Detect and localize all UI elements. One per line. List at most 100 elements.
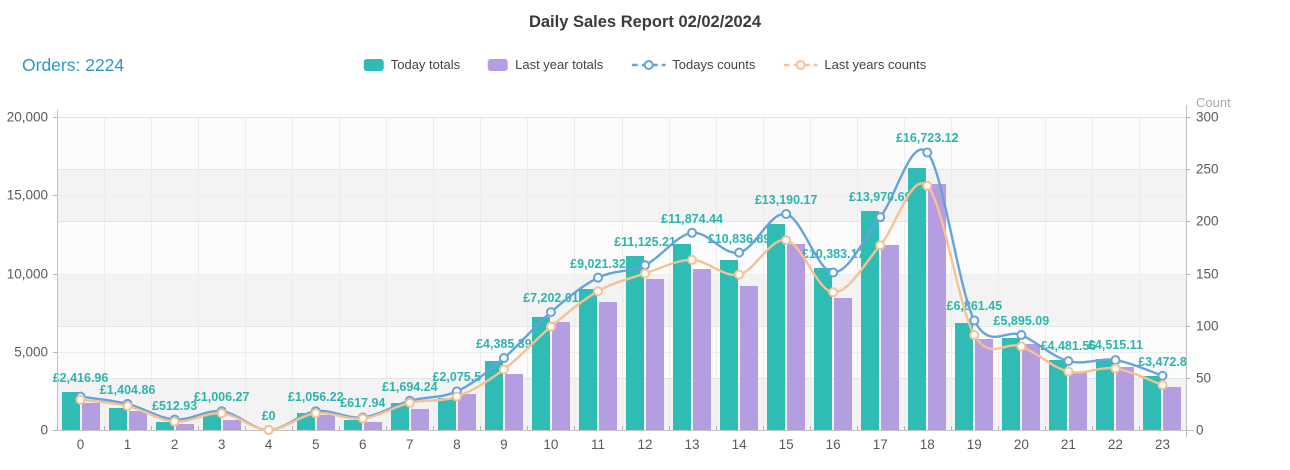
bar-last-year-totals-hour-12[interactable] [646, 278, 665, 430]
legend-line-swatch-icon [783, 59, 818, 70]
point-todays-counts-hour-11[interactable] [592, 272, 603, 283]
legend-item-todays-counts[interactable]: Todays counts [631, 57, 755, 72]
x-axis-tick [198, 426, 200, 430]
bar-value-label: £11,125.21 [614, 234, 676, 249]
bar-today-totals-hour-14[interactable] [720, 260, 739, 430]
orders-count-link[interactable]: Orders: 2224 [22, 55, 125, 75]
legend-item-last-year-totals[interactable]: Last year totals [488, 57, 603, 72]
bar-last-year-totals-hour-6[interactable] [363, 422, 382, 430]
bar-last-year-totals-hour-13[interactable] [693, 268, 712, 430]
x-axis-tick [386, 426, 388, 430]
bar-today-totals-hour-1[interactable] [108, 408, 127, 430]
legend-line-swatch-icon [631, 59, 666, 70]
left-axis-tick-label: 10,000 [6, 266, 48, 281]
bar-today-totals-hour-0[interactable] [61, 392, 80, 430]
point-last-years-counts-hour-20[interactable] [1016, 341, 1027, 352]
point-last-years-counts-hour-17[interactable] [875, 240, 886, 251]
point-last-years-counts-hour-2[interactable] [169, 416, 180, 427]
point-last-years-counts-hour-21[interactable] [1063, 366, 1074, 377]
right-axis-tick-label: 250 [1196, 161, 1219, 177]
bar-today-totals-hour-13[interactable] [673, 244, 692, 430]
bar-last-year-totals-hour-19[interactable] [975, 339, 994, 430]
x-axis-line [57, 430, 1194, 431]
bar-last-year-totals-hour-23[interactable] [1163, 386, 1182, 430]
right-axis-title: Count [1196, 95, 1231, 110]
bar-today-totals-hour-7[interactable] [390, 403, 409, 430]
point-todays-counts-hour-22[interactable] [1110, 355, 1121, 366]
bar-last-year-totals-hour-1[interactable] [128, 410, 147, 430]
bar-last-year-totals-hour-3[interactable] [222, 420, 241, 430]
point-last-years-counts-hour-13[interactable] [687, 254, 698, 265]
bar-today-totals-hour-12[interactable] [626, 255, 645, 430]
point-last-years-counts-hour-4[interactable] [263, 425, 274, 435]
point-last-years-counts-hour-15[interactable] [781, 235, 792, 246]
point-todays-counts-hour-23[interactable] [1157, 370, 1168, 381]
point-last-years-counts-hour-0[interactable] [75, 394, 86, 405]
bar-last-year-totals-hour-20[interactable] [1022, 343, 1041, 430]
point-last-years-counts-hour-6[interactable] [357, 413, 368, 424]
point-last-years-counts-hour-23[interactable] [1157, 380, 1168, 391]
bar-last-year-totals-hour-21[interactable] [1069, 372, 1088, 430]
point-last-years-counts-hour-18[interactable] [922, 180, 933, 191]
bar-last-year-totals-hour-18[interactable] [928, 184, 947, 430]
point-todays-counts-hour-20[interactable] [1016, 330, 1027, 341]
bar-last-year-totals-hour-22[interactable] [1116, 367, 1135, 430]
point-todays-counts-hour-9[interactable] [498, 353, 509, 364]
bar-today-totals-hour-19[interactable] [955, 322, 974, 430]
bar-last-year-totals-hour-16[interactable] [834, 297, 853, 430]
point-last-years-counts-hour-7[interactable] [404, 397, 415, 408]
left-y-axis-line [57, 110, 58, 430]
point-last-years-counts-hour-3[interactable] [216, 408, 227, 419]
x-axis-tick-label: 21 [1060, 437, 1076, 452]
x-axis-tick [339, 426, 341, 430]
bar-last-year-totals-hour-7[interactable] [410, 408, 429, 430]
point-todays-counts-hour-21[interactable] [1063, 356, 1074, 367]
legend-item-today-totals[interactable]: Today totals [363, 57, 460, 72]
legend-item-last-years-counts[interactable]: Last years counts [783, 57, 926, 72]
bar-today-totals-hour-10[interactable] [531, 317, 550, 430]
point-last-years-counts-hour-16[interactable] [828, 287, 839, 298]
bar-today-totals-hour-18[interactable] [908, 168, 927, 430]
point-last-years-counts-hour-11[interactable] [592, 286, 603, 297]
point-last-years-counts-hour-9[interactable] [498, 364, 509, 375]
point-last-years-counts-hour-19[interactable] [969, 330, 980, 341]
bar-last-year-totals-hour-10[interactable] [551, 322, 570, 430]
bar-today-totals-hour-11[interactable] [578, 288, 597, 430]
point-last-years-counts-hour-1[interactable] [122, 401, 133, 412]
bar-last-year-totals-hour-0[interactable] [81, 403, 100, 430]
bar-today-totals-hour-20[interactable] [1002, 337, 1021, 430]
right-axis-tick [1186, 325, 1190, 327]
point-last-years-counts-hour-14[interactable] [734, 269, 745, 280]
point-last-years-counts-hour-8[interactable] [451, 391, 462, 402]
x-axis-tick [809, 426, 811, 430]
x-axis-tick-label: 23 [1154, 437, 1170, 452]
point-todays-counts-hour-19[interactable] [969, 315, 980, 326]
bar-value-label: £10,383.17 [801, 246, 865, 261]
bar-last-year-totals-hour-15[interactable] [787, 243, 806, 430]
bar-last-year-totals-hour-9[interactable] [504, 374, 523, 430]
x-axis-tick [151, 426, 153, 430]
point-todays-counts-hour-10[interactable] [545, 307, 556, 318]
bar-last-year-totals-hour-14[interactable] [740, 286, 759, 430]
bar-value-label: £0 [261, 409, 276, 423]
point-todays-counts-hour-17[interactable] [875, 212, 886, 223]
point-todays-counts-hour-14[interactable] [734, 247, 745, 258]
point-todays-counts-hour-15[interactable] [781, 209, 792, 220]
point-last-years-counts-hour-10[interactable] [545, 321, 556, 332]
bar-last-year-totals-hour-17[interactable] [881, 244, 900, 430]
right-axis-tick-label: 50 [1196, 370, 1212, 386]
x-axis-tick [1091, 426, 1093, 430]
point-todays-counts-hour-16[interactable] [828, 267, 839, 278]
point-todays-counts-hour-12[interactable] [640, 260, 651, 271]
point-last-years-counts-hour-12[interactable] [640, 268, 651, 279]
bar-value-label: £5,895.09 [993, 314, 1050, 329]
point-todays-counts-hour-13[interactable] [687, 227, 698, 238]
x-axis-tick [762, 426, 764, 430]
point-last-years-counts-hour-5[interactable] [310, 408, 321, 419]
bar-last-year-totals-hour-5[interactable] [316, 414, 335, 430]
bar-last-year-totals-hour-11[interactable] [598, 301, 617, 430]
bar-today-totals-hour-8[interactable] [437, 397, 456, 430]
point-todays-counts-hour-18[interactable] [922, 147, 933, 158]
bar-today-totals-hour-15[interactable] [767, 223, 786, 430]
point-last-years-counts-hour-22[interactable] [1110, 363, 1121, 374]
